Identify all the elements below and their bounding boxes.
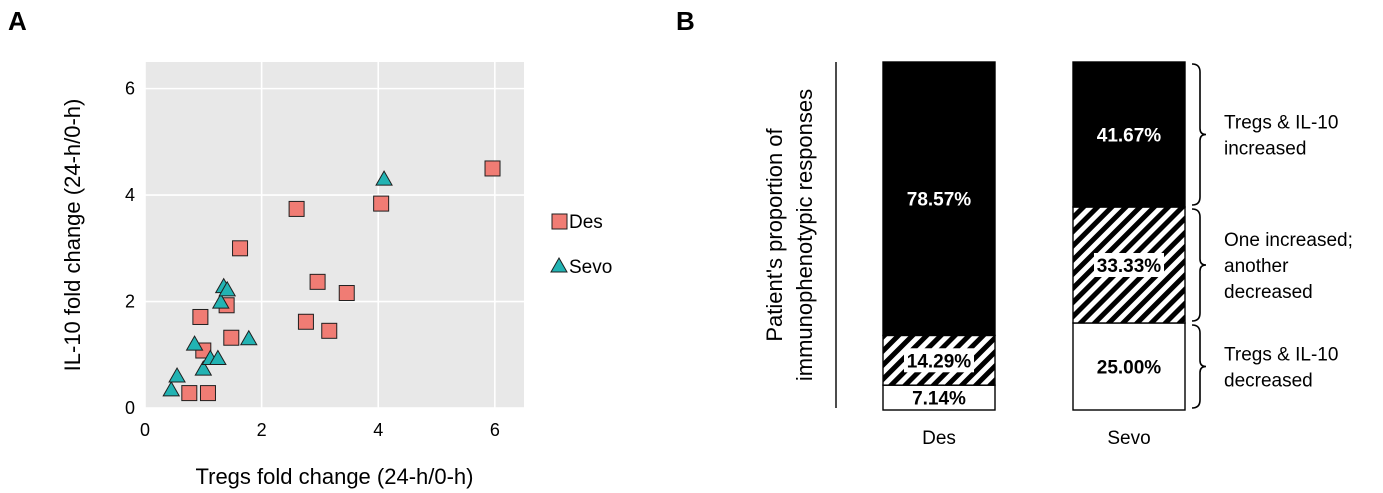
sevo-point [168, 367, 186, 383]
x-tick-label: 4 [373, 420, 383, 440]
bar-segment-black [1072, 61, 1186, 208]
legend: Des Sevo [550, 212, 612, 278]
des-point [232, 240, 249, 257]
des-point [288, 200, 305, 217]
stacked-bar-panel: Patient's proportion of immunophenotypic … [762, 61, 1353, 449]
des-point [484, 160, 501, 177]
des-point [199, 385, 216, 402]
sevo-point [194, 360, 213, 376]
annotation-hatched: One increased; another decreased [1224, 230, 1353, 303]
scatter-panel: 0 2 4 6 0 2 4 6 Tregs fold change (24-h/0-h) IL-1… [60, 62, 612, 489]
x-tick-label: 2 [257, 420, 267, 440]
des-point [181, 385, 198, 402]
panel-b-letter: B [676, 6, 695, 36]
label-backdrop [904, 348, 974, 373]
bar-data-label: 33.33% [1097, 256, 1162, 277]
brace-icon [1191, 63, 1207, 206]
des-point [373, 195, 390, 212]
y-axis-title: Patient's proportion of immunophenotypic … [762, 89, 817, 381]
sevo-point [218, 280, 237, 297]
x-tick-label: 0 [140, 420, 150, 440]
bar-data-label: 25.00% [1097, 358, 1162, 379]
des-point [309, 273, 326, 290]
brace-icon [1191, 324, 1207, 409]
annotation-black: Tregs & IL-10 increased [1224, 113, 1338, 160]
bar-segment-white [1072, 322, 1186, 411]
sevo-point [211, 293, 230, 309]
y-tick-label: 2 [125, 292, 135, 312]
des-point [321, 322, 338, 339]
x-tick-label: 6 [490, 420, 500, 440]
label-backdrop [1094, 253, 1164, 278]
bar-data-label: 7.14% [912, 389, 966, 410]
bar-segment-white [882, 384, 996, 411]
sevo-point [239, 329, 258, 346]
x-axis-title: Tregs fold change (24-h/0-h) [196, 464, 474, 489]
des-point [223, 329, 240, 346]
y-tick-label: 6 [125, 79, 135, 99]
sevo-point [185, 335, 204, 351]
legend-label-des: Des [569, 212, 603, 233]
category-label: Des [922, 428, 956, 449]
legend-triangle-icon [550, 256, 568, 273]
legend-square-icon [551, 213, 568, 230]
bar-data-label: 78.57% [907, 190, 972, 211]
bar-data-label: 41.67% [1097, 126, 1162, 147]
bar-data-label: 14.29% [907, 351, 972, 372]
bar-segment-black [882, 61, 996, 337]
des-point [192, 308, 209, 325]
brace-icon [1191, 208, 1207, 322]
y-tick-label: 4 [125, 185, 135, 205]
annotation-white: Tregs & IL-10 decreased [1224, 345, 1338, 392]
y-axis-title: IL-10 fold change (24-h/0-h) [60, 99, 85, 372]
category-label: Sevo [1107, 428, 1150, 449]
panel-a-letter: A [8, 6, 27, 36]
sevo-point [375, 170, 393, 186]
des-point [297, 313, 314, 330]
des-point [338, 285, 355, 302]
legend-label-sevo: Sevo [569, 257, 612, 278]
sevo-point [209, 349, 227, 365]
sevo-point [162, 380, 181, 397]
y-tick-label: 0 [125, 398, 135, 418]
